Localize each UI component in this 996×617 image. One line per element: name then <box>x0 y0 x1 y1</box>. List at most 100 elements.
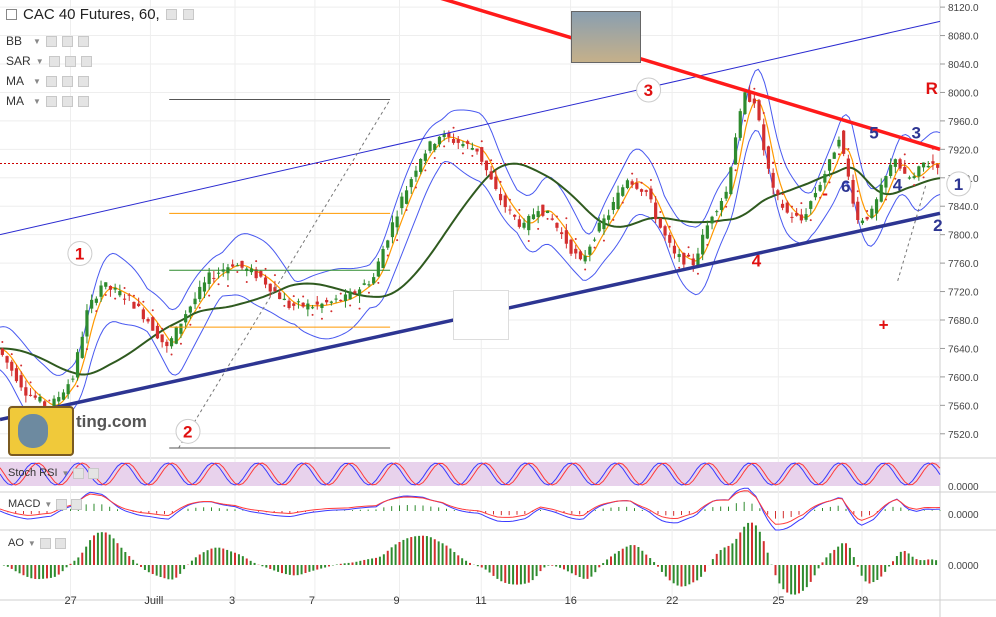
gear-icon[interactable] <box>182 9 194 20</box>
sar-dot <box>461 152 464 155</box>
toggle-checkbox-icon[interactable] <box>6 9 17 20</box>
eye-icon[interactable] <box>56 498 68 510</box>
candle-body <box>287 300 291 308</box>
candle-body <box>155 325 160 339</box>
candle-body <box>442 133 446 137</box>
close-icon[interactable] <box>80 55 92 67</box>
trader-icon[interactable] <box>453 290 509 340</box>
candle-body <box>146 319 150 322</box>
candle-body <box>104 282 108 287</box>
candle-body <box>409 179 413 188</box>
caret-icon[interactable]: ▼ <box>33 76 41 86</box>
sar-dot <box>245 280 248 283</box>
wave-label-circle <box>946 171 972 197</box>
candle-body <box>353 291 357 294</box>
eye-icon[interactable] <box>45 75 57 87</box>
close-icon[interactable] <box>77 95 89 107</box>
eye-icon[interactable] <box>39 537 51 549</box>
caret-icon[interactable]: ▼ <box>33 96 41 106</box>
candle-body <box>423 153 427 161</box>
sar-dot <box>866 210 869 213</box>
candle-body <box>193 298 197 305</box>
sar-dot <box>170 353 173 356</box>
candle-body <box>489 171 493 180</box>
eye-icon[interactable] <box>73 467 85 479</box>
candle-body <box>555 222 559 228</box>
sar-dot <box>424 169 427 172</box>
thumbnail-image[interactable] <box>571 11 641 63</box>
symbol-title: CAC 40 Futures, 60, <box>23 6 160 23</box>
pane-title: MACD <box>8 498 41 510</box>
candle-body <box>588 246 592 255</box>
sar-dot <box>762 111 765 114</box>
gear-icon[interactable] <box>61 35 73 47</box>
x-tick-label: 3 <box>229 595 235 607</box>
sar-dot <box>452 126 455 129</box>
close-icon[interactable] <box>77 75 89 87</box>
candle-body <box>630 181 634 185</box>
y-tick-label: 8000.0 <box>948 88 979 99</box>
gear-icon[interactable] <box>64 55 76 67</box>
sar-dot <box>753 87 756 90</box>
candle-body <box>738 111 742 138</box>
candle-body <box>14 368 19 382</box>
caret-icon[interactable]: ▼ <box>33 36 41 46</box>
caret-icon[interactable]: ▼ <box>35 56 44 66</box>
legend-ma-2[interactable]: MA ▼ <box>6 94 89 108</box>
sar-dot <box>85 348 88 351</box>
candle-body <box>635 182 639 189</box>
sar-dot <box>706 243 709 246</box>
candle-body <box>508 209 512 211</box>
gear-icon[interactable] <box>61 75 73 87</box>
candle-body <box>545 210 550 214</box>
candle-body <box>310 307 315 309</box>
candle-body <box>898 159 902 169</box>
caret-icon[interactable]: ▼ <box>44 499 53 509</box>
caret-icon[interactable]: ▼ <box>27 538 36 548</box>
gear-icon[interactable] <box>61 95 73 107</box>
sar-dot <box>734 169 737 172</box>
macd-label[interactable]: MACD ▼ <box>8 498 83 510</box>
candle-body <box>564 230 568 244</box>
candle-body <box>372 277 376 284</box>
candle-body <box>52 398 56 412</box>
eye-icon[interactable] <box>45 95 57 107</box>
sar-dot <box>687 246 690 249</box>
eye-icon[interactable] <box>45 35 57 47</box>
sar-dot <box>800 202 803 205</box>
stoch-label[interactable]: Stoch RSI ▼ <box>8 467 100 479</box>
gear-icon[interactable] <box>88 467 100 479</box>
gear-icon[interactable] <box>71 498 83 510</box>
gear-icon[interactable] <box>54 537 66 549</box>
candle-body <box>57 397 61 402</box>
sar-dot <box>179 342 182 345</box>
y-tick-label: 7960.0 <box>948 117 979 128</box>
ao-label[interactable]: AO ▼ <box>8 537 66 549</box>
sar-dot <box>555 215 558 218</box>
sar-dot <box>508 198 511 201</box>
y-tick-label: 7800.0 <box>948 231 979 242</box>
wave-label: 4 <box>752 252 762 271</box>
legend-bb[interactable]: BB ▼ <box>6 34 89 48</box>
caret-icon[interactable]: ▼ <box>61 468 70 478</box>
y-tick-label: 7760.0 <box>948 259 979 270</box>
sar-dot <box>302 295 305 298</box>
sar-dot <box>386 254 389 257</box>
candle-body <box>602 218 606 230</box>
candle-body <box>597 222 601 232</box>
sar-dot <box>499 180 502 183</box>
x-tick-label: 27 <box>65 595 77 607</box>
legend-ma-1[interactable]: MA ▼ <box>6 74 89 88</box>
close-icon[interactable] <box>77 35 89 47</box>
candle-body <box>592 239 597 241</box>
sar-dot <box>405 209 408 212</box>
x-tick-label: 9 <box>394 595 400 607</box>
candle-body <box>141 309 145 320</box>
legend-sar[interactable]: SAR ▼ <box>6 54 92 68</box>
candle-body <box>202 282 207 292</box>
candle-body <box>696 253 700 268</box>
eye-icon[interactable] <box>48 55 60 67</box>
eye-icon[interactable] <box>165 9 177 20</box>
